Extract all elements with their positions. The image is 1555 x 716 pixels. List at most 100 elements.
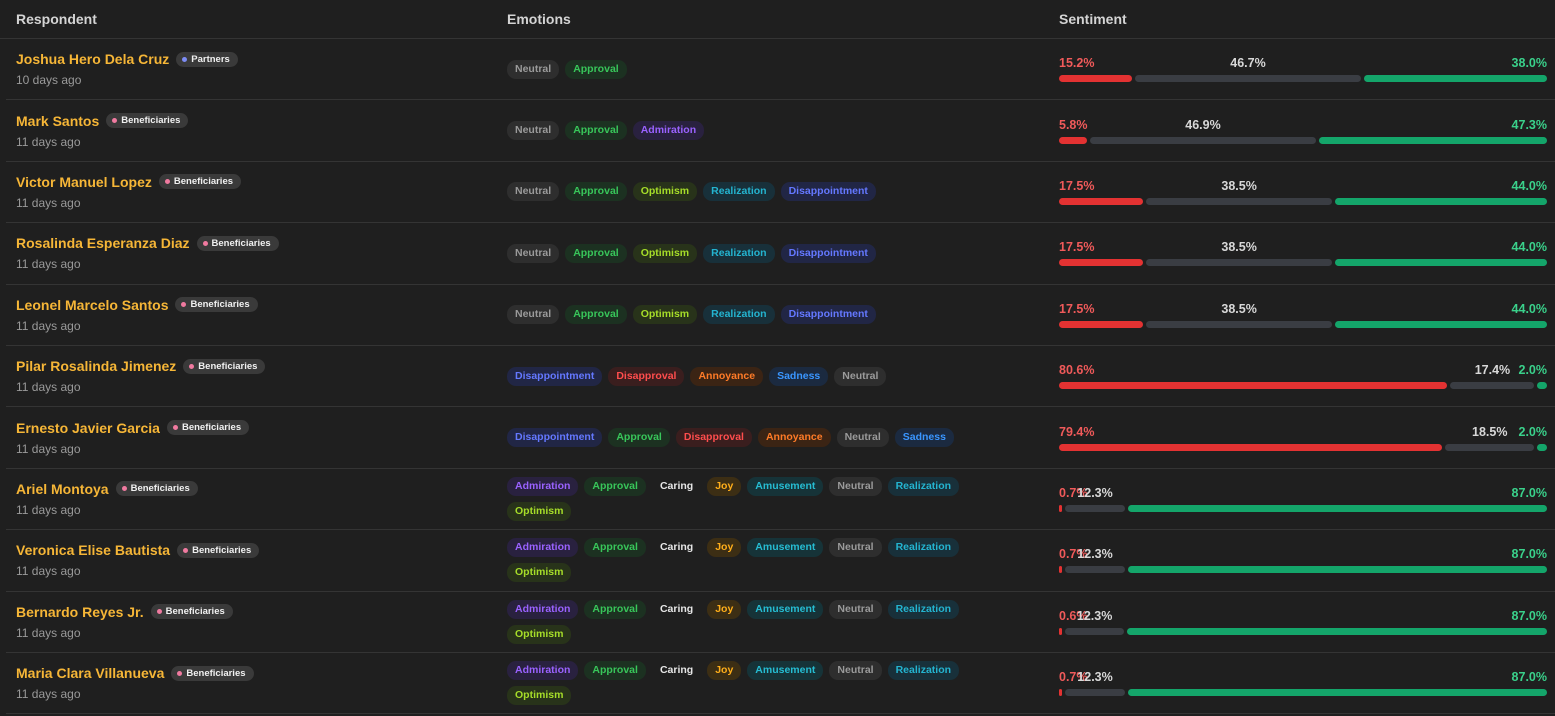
header-emotions[interactable]: Emotions: [507, 11, 571, 27]
positive-percent: 44.0%: [1511, 240, 1547, 255]
emotion-tags: Admiration Approval Caring Joy Amusement Neut…: [507, 538, 977, 583]
negative-segment: [1059, 689, 1063, 697]
respondent-name[interactable]: Bernardo Reyes Jr.: [16, 603, 144, 620]
table-row[interactable]: Ariel Montoya Beneficiaries 11 days ago Adm…: [6, 469, 1555, 531]
group-dot-icon: [156, 609, 162, 615]
neutral-percent: 38.5%: [1221, 240, 1257, 255]
emotion-tag-joy: Joy: [707, 599, 742, 619]
emotion-tag-neutral: Neutral: [507, 121, 560, 141]
respondent-name[interactable]: Mark Santos: [16, 112, 100, 129]
emotion-tag-neutral: Neutral: [507, 182, 560, 202]
emotion-tag-optimism: Optimism: [632, 243, 698, 263]
respondent-cell: Rosalinda Esperanza Diaz Beneficiaries 11 …: [6, 235, 491, 271]
group-badge: Beneficiaries: [158, 174, 242, 190]
sentiment-bar: [1059, 689, 1547, 697]
table-row[interactable]: Leonel Marcelo Santos Beneficiaries 11 day…: [6, 285, 1555, 346]
table-row[interactable]: Bernardo Reyes Jr. Beneficiaries 11 days a…: [6, 592, 1555, 653]
emotion-tag-neutral: Neutral: [507, 243, 560, 263]
response-time: 11 days ago: [16, 625, 81, 640]
respondent-name-line: Bernardo Reyes Jr. Beneficiaries: [16, 604, 491, 620]
emotion-tag-realization: Realization: [703, 182, 775, 202]
sentiment-labels: 79.4% 18.5% 2.0%: [1059, 425, 1547, 439]
negative-segment: [1059, 566, 1063, 574]
sentiment-labels: 0.6% 12.3% 87.0%: [1059, 609, 1547, 623]
emotion-tag-optimism: Optimism: [632, 305, 698, 325]
emotion-tag-caring: Caring: [659, 479, 694, 492]
group-label: Beneficiaries: [181, 422, 242, 434]
header-sentiment[interactable]: Sentiment: [1059, 11, 1127, 27]
emotion-tags: Admiration Approval Caring Joy Amusement Neut…: [507, 476, 977, 521]
table-row[interactable]: Mark Santos Beneficiaries 11 days ago Neutr…: [6, 100, 1555, 162]
response-time: 11 days ago: [16, 257, 81, 272]
respondent-name[interactable]: Rosalinda Esperanza Diaz: [16, 235, 190, 252]
emotion-tag-joy: Joy: [707, 476, 742, 496]
emotion-tag-realization: Realization: [887, 538, 960, 558]
neutral-percent: 12.3%: [1077, 547, 1113, 562]
emotion-tag-approval: Approval: [584, 661, 646, 681]
negative-percent: 17.5%: [1059, 240, 1095, 255]
respondent-name[interactable]: Pilar Rosalinda Jimenez: [16, 358, 177, 375]
sentiment-cell: 80.6% 17.4% 2.0%: [1042, 363, 1547, 390]
emotion-tag-caring: Caring: [659, 664, 694, 677]
sentiment-cell: 17.5% 38.5% 44.0%: [1042, 240, 1547, 267]
emotions-cell: Admiration Approval Caring Joy Amusement Neut…: [491, 538, 1042, 583]
negative-percent: 80.6%: [1059, 363, 1095, 378]
response-time: 11 days ago: [16, 564, 81, 579]
emotion-tag-neutral: Neutral: [834, 366, 887, 386]
header-respondent[interactable]: Respondent: [16, 11, 97, 27]
table-row[interactable]: Maria Clara Villanueva Beneficiaries 11 da…: [6, 653, 1555, 715]
neutral-segment: [1065, 566, 1125, 574]
emotion-tags: Admiration Approval Caring Joy Amusement Neut…: [507, 599, 977, 644]
response-time: 11 days ago: [16, 441, 81, 456]
emotion-tag-neutral: Neutral: [829, 599, 882, 619]
sentiment-cell: 0.7% 12.3% 87.0%: [1042, 670, 1547, 697]
emotions-cell: Neutral Approval: [491, 59, 1042, 79]
sentiment-bar: [1059, 443, 1547, 451]
respondent-name[interactable]: Victor Manuel Lopez: [16, 173, 152, 190]
emotion-tags: Neutral Approval: [507, 59, 977, 79]
table-row[interactable]: Joshua Hero Dela Cruz Partners 10 days ago…: [6, 39, 1555, 101]
group-dot-icon: [189, 363, 195, 369]
respondent-name[interactable]: Veronica Elise Bautista: [16, 542, 171, 559]
respondent-name[interactable]: Ernesto Javier Garcia: [16, 419, 160, 436]
sentiment-labels: 17.5% 38.5% 44.0%: [1059, 240, 1547, 254]
table-row[interactable]: Ernesto Javier Garcia Beneficiaries 11 day…: [6, 407, 1555, 469]
neutral-percent: 38.5%: [1221, 178, 1257, 193]
emotion-tag-joy: Joy: [707, 661, 742, 681]
respondent-name-line: Leonel Marcelo Santos Beneficiaries: [16, 297, 491, 313]
group-dot-icon: [172, 425, 178, 431]
emotion-tags: Neutral Approval Optimism Realization Disapp…: [507, 305, 977, 325]
positive-segment: [1537, 443, 1547, 451]
group-dot-icon: [112, 118, 118, 124]
respondent-cell: Veronica Elise Bautista Beneficiaries 11 d…: [6, 542, 491, 578]
respondent-name-line: Maria Clara Villanueva Beneficiaries: [16, 665, 491, 681]
emotion-tag-admiration: Admiration: [507, 538, 579, 558]
emotions-cell: Neutral Approval Optimism Realization Disapp…: [491, 305, 1042, 325]
sentiment-labels: 17.5% 38.5% 44.0%: [1059, 179, 1547, 193]
table-row[interactable]: Veronica Elise Bautista Beneficiaries 11 d…: [6, 530, 1555, 592]
response-time: 11 days ago: [16, 687, 81, 702]
respondent-name[interactable]: Joshua Hero Dela Cruz: [16, 51, 170, 68]
group-label: Partners: [191, 53, 230, 65]
respondent-name-line: Victor Manuel Lopez Beneficiaries: [16, 174, 491, 190]
respondent-name[interactable]: Maria Clara Villanueva: [16, 665, 165, 682]
emotion-tag-sadness: Sadness: [894, 428, 954, 448]
emotion-tag-approval: Approval: [565, 243, 627, 263]
emotion-tag-amusement: Amusement: [747, 538, 824, 558]
negative-percent: 0.6%: [1059, 608, 1088, 623]
emotion-tag-approval: Approval: [565, 59, 627, 79]
respondent-name[interactable]: Ariel Montoya: [16, 480, 109, 497]
positive-segment: [1127, 504, 1547, 512]
emotion-tag-neutral: Neutral: [829, 661, 882, 681]
response-time: 11 days ago: [16, 380, 81, 395]
emotion-tag-approval: Approval: [565, 121, 627, 141]
positive-segment: [1363, 75, 1547, 83]
table-row[interactable]: Rosalinda Esperanza Diaz Beneficiaries 11 …: [6, 223, 1555, 285]
table-row[interactable]: Pilar Rosalinda Jimenez Beneficiaries 11 d…: [6, 346, 1555, 408]
neutral-percent: 18.5%: [1471, 424, 1508, 439]
respondent-name-line: Veronica Elise Bautista Beneficiaries: [16, 542, 491, 558]
respondent-name[interactable]: Leonel Marcelo Santos: [16, 296, 169, 313]
table-row[interactable]: Victor Manuel Lopez Beneficiaries 11 days …: [6, 162, 1555, 224]
emotions-cell: Neutral Approval Optimism Realization Disapp…: [491, 182, 1042, 202]
emotion-tag-approval: Approval: [565, 305, 627, 325]
